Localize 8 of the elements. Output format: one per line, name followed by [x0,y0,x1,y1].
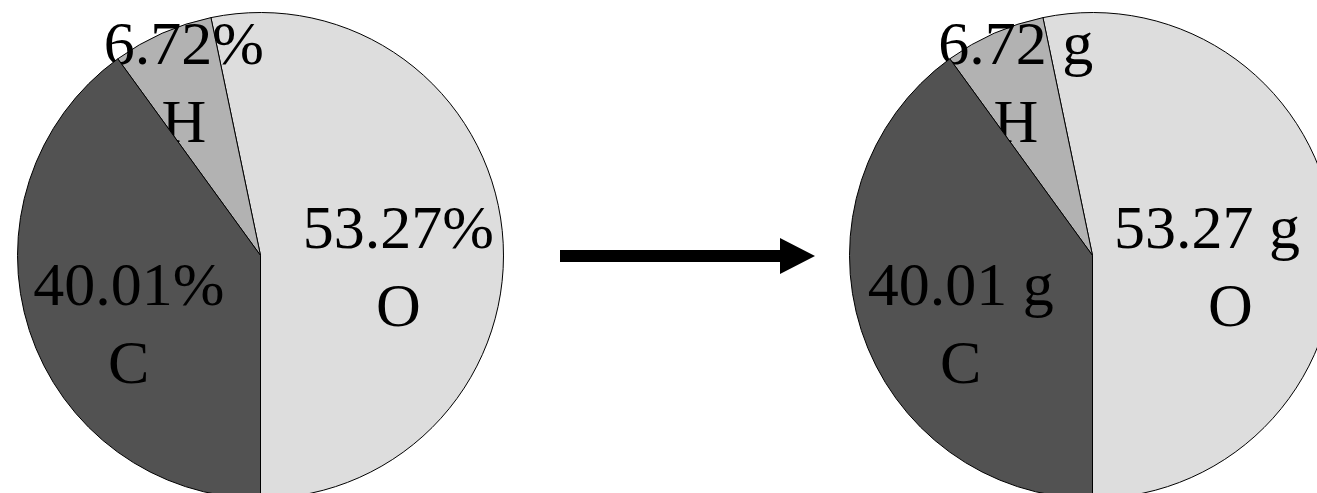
slice-label: C [108,327,150,396]
slice-label: C [940,327,982,396]
data-label: 40.01% [33,249,225,318]
data-label: 53.27% [302,192,494,261]
data-label: 53.27 g [1114,192,1300,261]
slice-label: O [1207,270,1253,339]
data-label: 40.01 g [867,249,1054,318]
slice-label: O [375,270,421,339]
